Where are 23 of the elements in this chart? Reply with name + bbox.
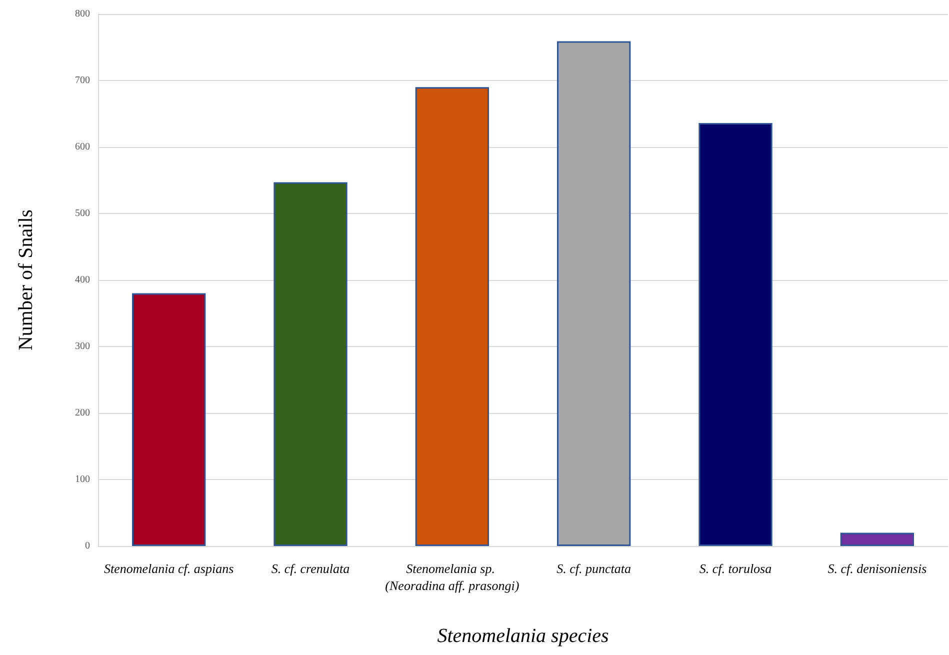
bar <box>274 182 348 546</box>
y-tick-label: 800 <box>75 8 90 20</box>
y-tick-label: 100 <box>75 474 90 485</box>
x-tick-label: Stenomelania cf. aspians <box>104 561 234 576</box>
y-axis-title: Number of Snails <box>15 209 37 351</box>
x-tick-label: S. cf. denisoniensis <box>828 561 927 576</box>
x-tick-label: S. cf. torulosa <box>699 561 772 576</box>
bar <box>415 87 489 546</box>
x-tick-label: S. cf. punctata <box>556 561 632 576</box>
x-tick-label: Stenomelania sp. (Neoradina aff. prasongi) <box>385 561 520 593</box>
bar <box>557 41 631 546</box>
y-tick-label: 700 <box>75 75 90 86</box>
bar <box>698 123 772 546</box>
bar <box>840 532 914 546</box>
y-tick-label: 200 <box>75 408 90 418</box>
y-tick-label: 0 <box>85 540 90 552</box>
y-tick-label: 500 <box>75 208 90 219</box>
x-axis-title: Stenomelania species <box>437 625 610 647</box>
x-tick-label: S. cf. crenulata <box>271 561 350 576</box>
y-tick-label: 300 <box>75 341 90 352</box>
y-tick-label: 600 <box>75 142 90 152</box>
y-tick-label: 400 <box>75 274 90 286</box>
bar <box>132 293 206 546</box>
